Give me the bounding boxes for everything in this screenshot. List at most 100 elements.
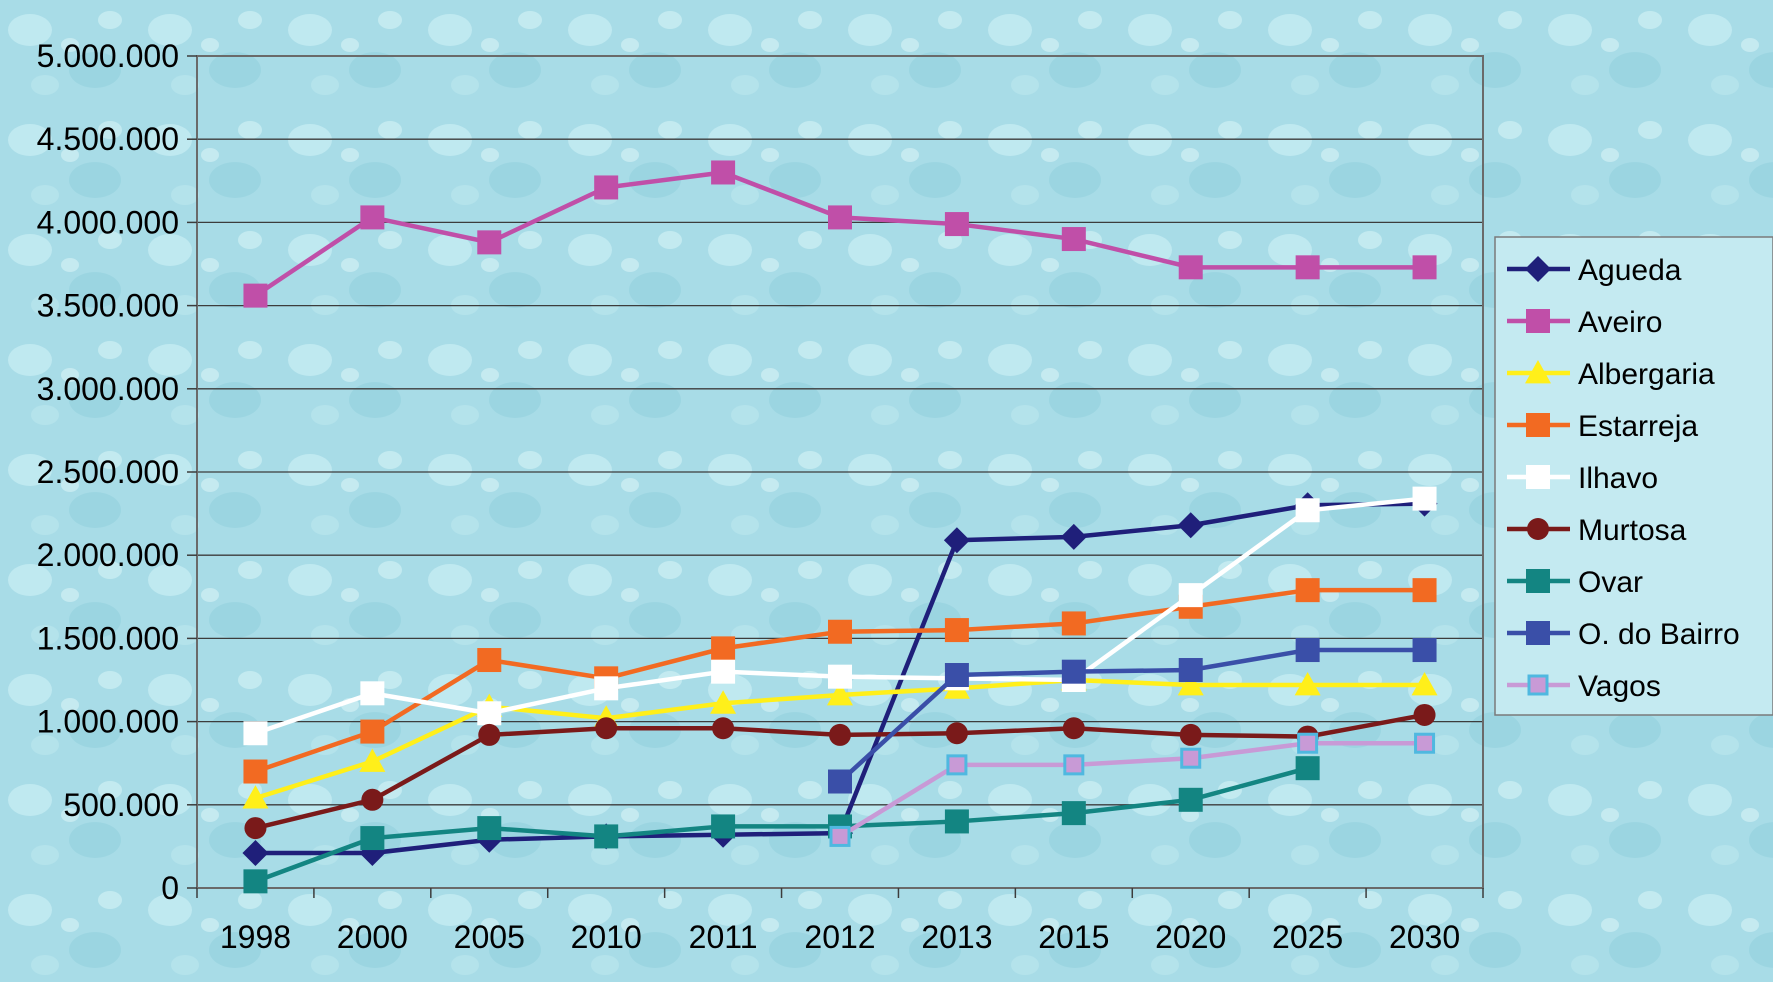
data-point	[828, 205, 852, 230]
legend-item-murtosa: Murtosa	[1507, 514, 1687, 547]
legend-label: Murtosa	[1578, 514, 1687, 547]
x-tick-label: 2005	[454, 919, 525, 955]
data-point	[710, 690, 737, 714]
series-line	[254, 766, 1309, 884]
data-point	[944, 212, 969, 237]
data-point	[943, 527, 970, 554]
data-point	[1295, 756, 1320, 781]
data-point	[594, 676, 619, 701]
y-tick-label: 2.500.000	[37, 454, 179, 490]
data-point	[829, 825, 851, 847]
data-point	[478, 723, 501, 746]
data-point	[477, 816, 502, 841]
legend-label: O. do Bairro	[1578, 618, 1740, 651]
data-point	[1178, 583, 1203, 608]
x-tick-label: 2020	[1155, 919, 1226, 955]
data-point	[360, 681, 385, 706]
data-point	[944, 618, 969, 643]
data-series	[242, 160, 1438, 894]
data-point	[1178, 255, 1203, 280]
x-tick-label: 2010	[571, 919, 642, 955]
axes	[187, 55, 1484, 898]
data-point	[595, 717, 618, 740]
data-point	[1297, 732, 1319, 754]
x-tick-label: 1998	[220, 919, 291, 955]
data-point	[944, 663, 969, 688]
legend-item-albergaria: Albergaria	[1507, 358, 1715, 391]
data-point	[1412, 638, 1437, 663]
legend-item-ovar: Ovar	[1507, 566, 1643, 599]
y-tick-label: 2.000.000	[37, 537, 179, 573]
x-tick-label: 2030	[1389, 919, 1460, 955]
data-point	[1295, 578, 1320, 603]
legend-swatch-marker	[1527, 674, 1549, 696]
data-point	[944, 809, 969, 834]
y-tick-label: 3.500.000	[37, 288, 179, 324]
data-point	[243, 721, 268, 746]
data-point	[712, 717, 735, 740]
data-point	[360, 205, 385, 230]
legend-label: Estarreja	[1578, 410, 1698, 443]
data-point	[243, 759, 268, 784]
data-point	[243, 869, 268, 894]
data-point	[945, 722, 968, 745]
legend-item-ilhavo: Ilhavo	[1507, 462, 1658, 495]
data-point	[244, 817, 267, 840]
legend: Agueda Aveiro Albergaria Estarreja Ilhavo Mur…	[1494, 236, 1773, 716]
data-point	[1179, 723, 1202, 746]
legend-item-o-do-bairro: O. do Bairro	[1507, 618, 1740, 651]
legend-label: Aveiro	[1578, 306, 1663, 339]
legend-swatch-marker	[1526, 569, 1550, 593]
data-point	[477, 701, 502, 726]
data-point	[1063, 754, 1085, 776]
y-tick-label: 500.000	[63, 787, 179, 823]
data-point	[827, 681, 853, 706]
y-tick-label: 4.500.000	[37, 121, 179, 157]
data-point	[1294, 671, 1321, 696]
data-point	[242, 785, 269, 809]
y-tick-label: 5.000.000	[37, 38, 179, 74]
legend-item-estarreja: Estarreja	[1507, 410, 1698, 443]
series-o-do-bairro	[828, 638, 1437, 794]
legend-swatch-marker	[1526, 621, 1550, 645]
legend-swatch-marker	[1525, 256, 1551, 282]
data-point	[1414, 732, 1436, 754]
x-tick-label: 2025	[1272, 919, 1343, 955]
legend-swatch-marker	[1526, 413, 1550, 437]
x-tick-label: 2013	[921, 919, 992, 955]
data-point	[1178, 787, 1203, 812]
data-point	[1295, 255, 1320, 280]
data-point	[477, 230, 502, 255]
legend-label: Agueda	[1578, 254, 1682, 287]
data-point	[1412, 486, 1437, 511]
data-point	[828, 619, 852, 644]
data-point	[361, 788, 384, 811]
data-point	[711, 814, 736, 839]
y-tick-label: 0	[161, 870, 179, 906]
data-point	[829, 723, 851, 746]
legend-item-agueda: Agueda	[1507, 254, 1682, 287]
data-point	[1061, 801, 1086, 826]
legend-swatch-marker	[1527, 518, 1549, 540]
data-point	[360, 719, 385, 744]
data-point	[828, 664, 852, 689]
data-point	[1062, 717, 1085, 740]
data-point	[1413, 703, 1436, 726]
legend-label: Albergaria	[1578, 358, 1715, 391]
y-tick-label: 1.500.000	[37, 620, 179, 656]
data-point	[360, 826, 385, 851]
data-point	[477, 648, 502, 673]
data-point	[1061, 611, 1086, 636]
data-point	[1178, 658, 1203, 683]
data-point	[1060, 523, 1087, 550]
data-point	[594, 175, 619, 200]
data-point	[1061, 659, 1086, 684]
data-point	[711, 160, 736, 185]
y-tick-label: 1.000.000	[37, 704, 179, 740]
series-vagos	[829, 732, 1436, 847]
y-axis-tick-labels: 0 500.000 1.000.000 1.500.000 2.000.000 2.500…	[37, 38, 179, 906]
data-point	[711, 659, 736, 684]
data-point	[711, 636, 736, 661]
legend-swatch-marker	[1525, 360, 1551, 384]
